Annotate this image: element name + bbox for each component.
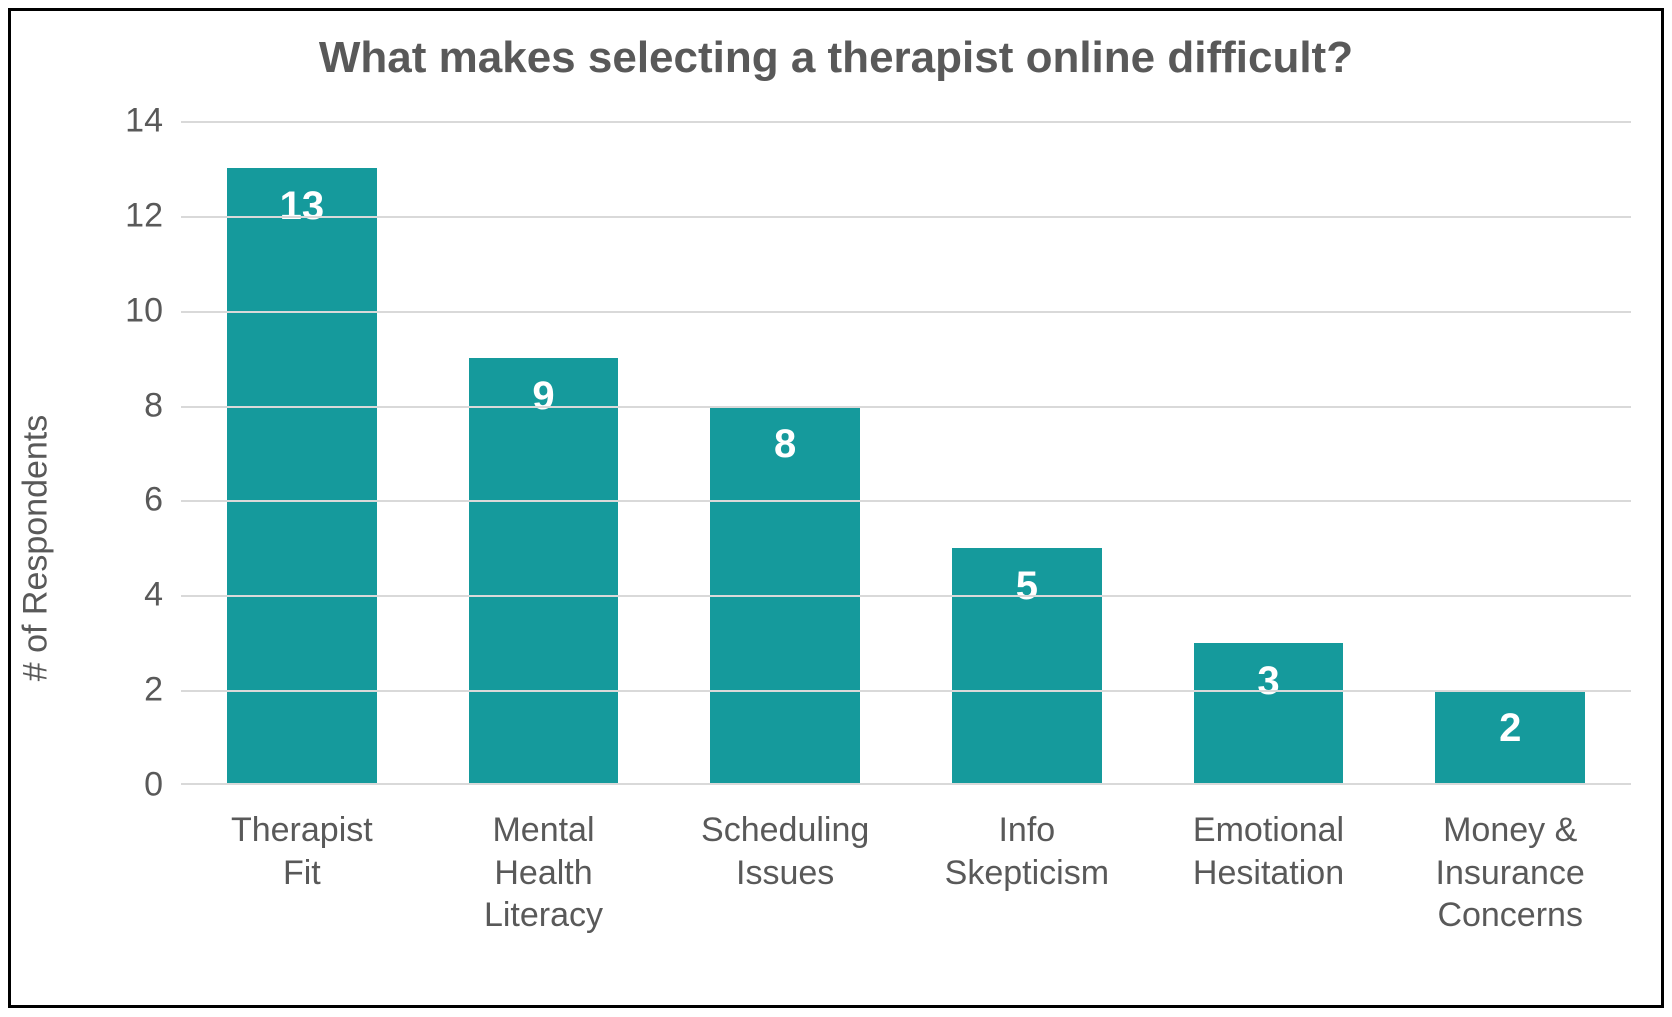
y-tick-label: 8 [144, 386, 163, 425]
x-tick-label: Info Skepticism [906, 795, 1148, 975]
y-tick-label: 0 [144, 766, 163, 805]
bar: 9 [469, 358, 619, 785]
bar-slot: 13 [181, 121, 423, 785]
bar: 3 [1194, 643, 1344, 785]
x-tick-label: Money & Insurance Concerns [1389, 795, 1631, 975]
bar: 2 [1435, 690, 1585, 785]
x-tick-label: Therapist Fit [181, 795, 423, 975]
gridline [181, 406, 1631, 408]
plot-area: 1398532 02468101214 [181, 121, 1631, 785]
gridline [181, 500, 1631, 502]
baseline-gridline [181, 783, 1631, 785]
bar-slot: 8 [664, 121, 906, 785]
gridline [181, 216, 1631, 218]
bar-slot: 3 [1148, 121, 1390, 785]
y-tick-label: 10 [125, 291, 163, 330]
gridline [181, 311, 1631, 313]
x-tick-label: Scheduling Issues [664, 795, 906, 975]
bar: 5 [952, 548, 1102, 785]
y-tick-label: 4 [144, 576, 163, 615]
bars-row: 1398532 [181, 121, 1631, 785]
y-tick-label: 2 [144, 671, 163, 710]
y-tick-label: 6 [144, 481, 163, 520]
gridline [181, 595, 1631, 597]
plot-wrap: # of Respondents 1398532 02468101214 The… [71, 121, 1631, 975]
bar-slot: 5 [906, 121, 1148, 785]
gridline [181, 690, 1631, 692]
bar-slot: 9 [423, 121, 665, 785]
x-tick-label: Emotional Hesitation [1148, 795, 1390, 975]
y-tick-label: 14 [125, 102, 163, 141]
chart-frame: What makes selecting a therapist online … [8, 8, 1664, 1008]
x-tick-label: Mental Health Literacy [423, 795, 665, 975]
y-axis-label: # of Respondents [17, 415, 56, 682]
chart-title: What makes selecting a therapist online … [11, 11, 1661, 83]
bar: 13 [227, 168, 377, 785]
y-tick-label: 12 [125, 196, 163, 235]
x-labels-row: Therapist FitMental Health LiteracySched… [181, 795, 1631, 975]
gridline [181, 121, 1631, 123]
bar-slot: 2 [1389, 121, 1631, 785]
